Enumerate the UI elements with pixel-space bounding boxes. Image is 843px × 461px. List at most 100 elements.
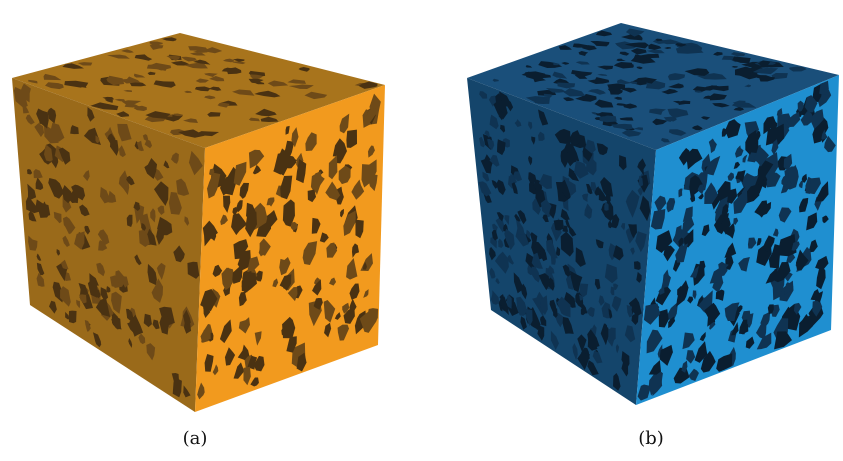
pore-region (595, 239, 604, 249)
pore-region (727, 188, 738, 204)
pore-region (689, 174, 705, 198)
pore-region (672, 100, 682, 105)
pore-region (637, 77, 658, 84)
pore-region (53, 211, 62, 224)
pore-region (716, 353, 733, 372)
panel-a-caption: (a) (182, 428, 208, 449)
pore-region (806, 212, 818, 231)
pore-region (532, 197, 541, 215)
pore-region (658, 286, 665, 295)
pore-region (570, 130, 582, 145)
pore-region (613, 372, 621, 391)
pore-region (525, 71, 547, 81)
pore-region (678, 237, 684, 247)
pore-region (594, 99, 614, 108)
pore-region (156, 228, 165, 245)
pore-region (604, 201, 609, 211)
pore-region (595, 113, 607, 117)
pore-region (661, 269, 671, 289)
pore-region (590, 182, 597, 193)
pore-region (48, 177, 65, 199)
pore-region (659, 344, 673, 366)
pore-region (484, 130, 490, 139)
pore-region (620, 223, 626, 231)
pore-region (232, 266, 243, 284)
pore-region (538, 273, 550, 291)
pore-region (824, 135, 836, 153)
pore-region (577, 334, 587, 352)
pore-region (528, 155, 533, 166)
pore-region (36, 262, 45, 276)
pore-region (688, 368, 699, 381)
pore-region (797, 100, 804, 112)
pore-region (166, 55, 181, 61)
pore-region (171, 373, 180, 387)
pore-region (36, 253, 42, 261)
pore-region (628, 224, 637, 239)
pore-region (163, 160, 170, 169)
pore-region (222, 58, 235, 63)
pore-region (202, 220, 218, 247)
pore-region (254, 331, 262, 346)
pore-region (56, 249, 61, 256)
pore-region (694, 90, 703, 93)
pore-region (664, 47, 672, 49)
pore-region (153, 181, 169, 206)
pore-region (126, 175, 135, 186)
pore-region (68, 310, 77, 324)
pore-region (590, 324, 597, 337)
pore-region (725, 223, 735, 239)
pore-region (95, 135, 100, 144)
pore-region (183, 118, 198, 124)
pore-region (586, 207, 592, 214)
pore-region (260, 116, 279, 123)
pore-region (621, 351, 630, 370)
pore-region (540, 199, 552, 218)
pore-region (79, 204, 90, 217)
pore-region (732, 100, 746, 105)
pore-region (279, 274, 292, 291)
pore-region (630, 48, 647, 55)
pore-region (675, 243, 688, 263)
pore-region (138, 333, 146, 345)
pore-region (343, 210, 356, 237)
pore-region (156, 262, 166, 280)
pore-region (633, 261, 641, 270)
pore-region (133, 107, 144, 111)
pore-region (587, 329, 600, 349)
pore-region (224, 347, 236, 366)
pore-region (204, 95, 216, 100)
pore-region (553, 219, 564, 231)
pore-region (28, 235, 38, 251)
pore-region (756, 238, 762, 246)
pore-region (587, 88, 606, 95)
pore-region (575, 291, 581, 306)
pore-region (612, 245, 624, 261)
pore-region (607, 83, 626, 90)
pore-region (740, 172, 755, 189)
pore-region (631, 313, 639, 325)
pore-region (221, 267, 235, 291)
pore-region (684, 68, 710, 76)
pore-region (575, 61, 590, 65)
pore-region (686, 148, 703, 170)
pore-region (789, 66, 807, 72)
pore-region (772, 228, 779, 237)
pore-region (90, 102, 119, 111)
pore-region (495, 278, 500, 285)
pore-region (161, 37, 177, 42)
pore-region (290, 156, 297, 164)
pore-region (480, 154, 493, 174)
pore-region (639, 195, 651, 222)
pore-region (183, 62, 208, 69)
pore-region (629, 81, 638, 84)
pore-region (648, 43, 662, 50)
pore-region (36, 108, 49, 129)
pore-region (351, 179, 365, 200)
pore-region (144, 158, 158, 180)
pore-region (235, 200, 243, 213)
pore-region (699, 331, 706, 342)
pore-region (591, 112, 598, 115)
pore-region (735, 145, 744, 158)
pore-region (739, 71, 763, 80)
